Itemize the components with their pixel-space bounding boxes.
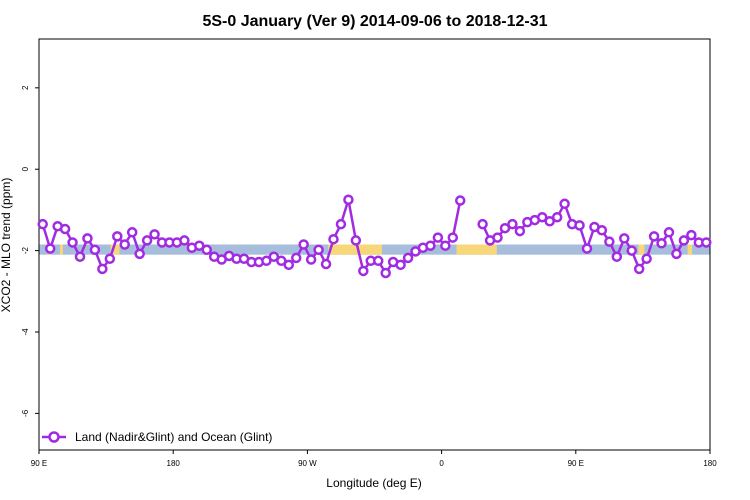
x-axis-label: Longitude (deg E) bbox=[326, 476, 421, 490]
y-tick-label: 0 bbox=[21, 166, 30, 171]
data-point bbox=[372, 255, 384, 267]
data-point bbox=[179, 235, 190, 246]
data-point bbox=[559, 198, 570, 210]
data-point bbox=[44, 243, 56, 254]
data-point bbox=[604, 236, 615, 247]
data-point bbox=[596, 225, 608, 236]
data-point bbox=[619, 233, 630, 244]
data-point bbox=[574, 220, 585, 231]
land-band-segment bbox=[638, 244, 645, 255]
data-point bbox=[514, 225, 526, 237]
data-point bbox=[425, 240, 436, 251]
data-point bbox=[134, 248, 145, 260]
data-point bbox=[402, 252, 414, 264]
x-tick-label: 180 bbox=[703, 459, 717, 468]
data-point bbox=[358, 265, 369, 277]
land-band-segment bbox=[456, 244, 497, 255]
data-point bbox=[290, 252, 302, 264]
data-point bbox=[298, 239, 309, 250]
data-point bbox=[97, 263, 108, 275]
data-point bbox=[432, 232, 444, 243]
data-point bbox=[633, 263, 645, 275]
data-point bbox=[671, 248, 682, 260]
data-point bbox=[320, 258, 332, 270]
legend: Land (Nadir&Glint) and Ocean (Glint) bbox=[42, 430, 272, 444]
data-point bbox=[663, 227, 675, 238]
data-point bbox=[104, 253, 116, 264]
x-tick-label: 90 E bbox=[568, 459, 584, 468]
data-point bbox=[276, 255, 287, 267]
data-point bbox=[648, 231, 660, 242]
x-tick-label: 90 E bbox=[31, 459, 47, 468]
data-point bbox=[82, 233, 93, 244]
y-axis-label: XCO2 - MLO trend (ppm) bbox=[0, 178, 13, 313]
data-point bbox=[380, 267, 391, 279]
data-point bbox=[328, 233, 339, 245]
data-point bbox=[507, 218, 518, 230]
land-band-segment bbox=[59, 244, 63, 255]
data-point bbox=[581, 243, 593, 254]
y-tick-label: -4 bbox=[21, 328, 30, 336]
data-point bbox=[611, 251, 623, 262]
data-point bbox=[447, 232, 459, 243]
data-point bbox=[656, 238, 667, 249]
data-point bbox=[477, 218, 488, 230]
x-tick-label: 0 bbox=[439, 459, 444, 468]
data-point bbox=[454, 195, 466, 206]
data-point bbox=[126, 227, 138, 238]
x-tick-label: 90 W bbox=[298, 459, 317, 468]
data-point bbox=[350, 235, 362, 246]
data-point bbox=[313, 244, 324, 256]
data-point bbox=[544, 216, 555, 227]
data-point bbox=[261, 255, 272, 267]
data-point bbox=[283, 259, 295, 271]
data-point bbox=[201, 244, 212, 256]
data-point bbox=[701, 237, 712, 248]
data-point bbox=[112, 231, 123, 242]
land-band-segment bbox=[110, 244, 120, 255]
legend-marker-swatch bbox=[48, 431, 60, 443]
data-point bbox=[678, 235, 690, 246]
data-point bbox=[395, 259, 406, 271]
data-point bbox=[74, 251, 86, 262]
data-point bbox=[89, 244, 101, 256]
data-point bbox=[626, 245, 637, 256]
data-point bbox=[37, 218, 48, 230]
data-point bbox=[551, 211, 563, 223]
data-point bbox=[343, 194, 354, 205]
data-point bbox=[149, 229, 160, 240]
x-tick-label: 180 bbox=[167, 459, 181, 468]
chart-title: 5S-0 January (Ver 9) 2014-09-06 to 2018-… bbox=[202, 13, 547, 30]
data-point bbox=[641, 253, 652, 264]
legend-entry-label: Land (Nadir&Glint) and Ocean (Glint) bbox=[75, 430, 272, 444]
data-point bbox=[141, 235, 153, 246]
data-point bbox=[335, 218, 347, 230]
data-point bbox=[440, 240, 451, 251]
data-point bbox=[686, 229, 697, 241]
data-point bbox=[194, 240, 205, 251]
data-point bbox=[499, 222, 511, 234]
data-point bbox=[537, 211, 548, 223]
data-point bbox=[59, 223, 71, 235]
land-band-segment bbox=[687, 244, 693, 255]
data-point bbox=[67, 237, 78, 248]
data-point bbox=[119, 239, 130, 250]
data-point bbox=[268, 251, 280, 262]
data-point bbox=[492, 232, 503, 243]
y-tick-label: 2 bbox=[21, 85, 30, 90]
data-point bbox=[305, 254, 317, 265]
land-band-segment bbox=[328, 244, 382, 255]
y-tick-label: -6 bbox=[21, 409, 30, 417]
y-tick-label: -2 bbox=[21, 247, 30, 255]
